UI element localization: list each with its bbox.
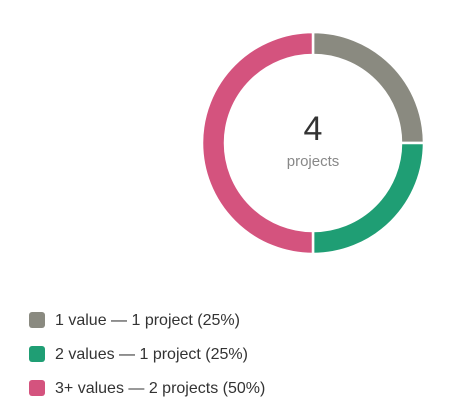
- donut-segment: [200, 30, 315, 256]
- legend-label: 2 values — 1 project (25%): [55, 346, 248, 363]
- legend-swatch: [29, 380, 45, 396]
- center-value: 4: [304, 110, 323, 148]
- legend-label: 3+ values — 2 projects (50%): [55, 380, 265, 397]
- donut-segment: [311, 30, 426, 145]
- center-label: projects: [287, 153, 340, 170]
- legend-swatch: [29, 312, 45, 328]
- legend-label: 1 value — 1 project (25%): [55, 312, 240, 329]
- legend-swatch: [29, 346, 45, 362]
